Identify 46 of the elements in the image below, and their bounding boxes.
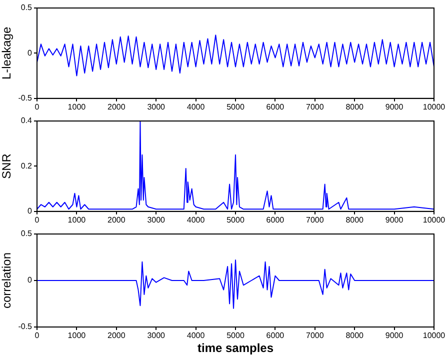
x-tick-label: 10000 [422, 102, 446, 112]
x-tick-label: 0 [34, 215, 40, 224]
x-tick-label: 2000 [108, 215, 126, 224]
x-tick-label: 3000 [147, 331, 166, 340]
x-axis-title: time samples [197, 341, 274, 356]
x-tick-label: 8000 [346, 331, 364, 340]
x-tick-label: 1000 [68, 331, 86, 340]
y-tick-label: 0.4 [20, 116, 33, 126]
x-tick-label: 8000 [346, 102, 364, 112]
y-axis-title: SNR [0, 153, 14, 179]
x-tick-label: 4000 [186, 102, 206, 112]
x-tick-label: 3000 [147, 215, 166, 224]
y-tick-label: 0 [28, 276, 33, 285]
x-tick-label: 8000 [346, 215, 364, 224]
x-tick-label: 9000 [385, 331, 404, 340]
y-axis-title: correlation [0, 252, 14, 309]
y-tick-label: 0.2 [20, 161, 33, 170]
x-tick-label: 10000 [422, 215, 446, 224]
y-axis-title: L-leakage [0, 26, 14, 80]
y-tick-label: -0.5 [18, 322, 33, 332]
x-tick-label: 0 [34, 331, 40, 340]
x-tick-label: 2000 [108, 331, 126, 340]
x-tick-label: 5000 [226, 331, 245, 340]
x-tick-label: 1000 [68, 102, 86, 112]
x-tick-label: 10000 [422, 331, 446, 340]
y-tick-label: 0.5 [20, 3, 33, 12]
x-tick-label: 0 [34, 102, 40, 112]
x-tick-label: 1000 [68, 215, 86, 224]
x-tick-label: 3000 [147, 102, 166, 112]
x-tick-label: 4000 [186, 331, 206, 340]
x-tick-label: 4000 [186, 215, 206, 224]
x-tick-label: 7000 [306, 215, 324, 224]
x-tick-label: 6000 [266, 331, 285, 340]
x-tick-label: 2000 [108, 102, 126, 112]
y-tick-label: 0 [28, 48, 33, 58]
y-tick-label: 0 [28, 206, 33, 216]
x-tick-label: 9000 [385, 215, 404, 224]
y-tick-label: -0.5 [18, 94, 33, 103]
x-tick-label: 5000 [226, 215, 245, 224]
x-tick-label: 9000 [385, 102, 404, 112]
x-tick-label: 6000 [266, 215, 285, 224]
x-tick-label: 7000 [306, 102, 324, 112]
x-tick-label: 6000 [266, 102, 285, 112]
x-tick-label: 7000 [306, 331, 324, 340]
y-tick-label: 0.5 [20, 229, 33, 238]
x-tick-label: 5000 [226, 102, 245, 112]
